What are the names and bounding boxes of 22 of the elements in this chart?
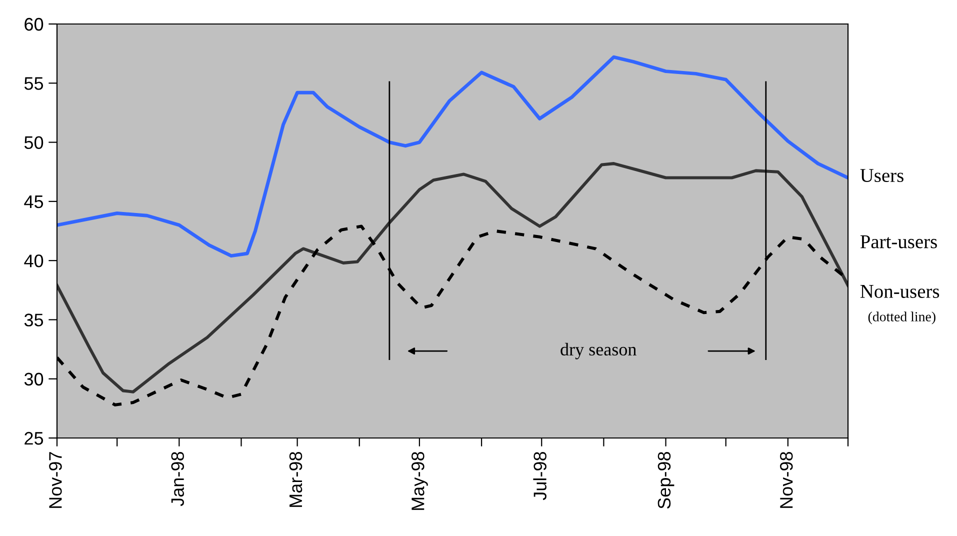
- y-tick-label: 60: [24, 18, 44, 31]
- x-tick-label: Mar-98: [289, 452, 302, 507]
- line-series: [57, 162, 848, 394]
- x-tick-label: Nov-97: [49, 452, 62, 508]
- text: (dotted line): [868, 312, 936, 324]
- line-series: [57, 55, 848, 258]
- series-label: Part-users: [860, 235, 937, 248]
- y-tick-label: 50: [24, 136, 44, 150]
- annotation: dry season: [560, 342, 636, 360]
- y-tick-label: 30: [24, 372, 44, 386]
- y-tick-label: 35: [24, 314, 44, 326]
- x-tick-label: Nov-98: [780, 452, 793, 508]
- y-tick-label: 45: [24, 196, 44, 208]
- series-label: Non-users: [860, 285, 940, 298]
- x-tick-label: May-98: [412, 452, 428, 510]
- x-tick-label: Sep-98: [658, 452, 674, 509]
- y-tick-label: 25: [24, 432, 44, 445]
- y-tick-label: 55: [24, 77, 44, 90]
- x-tick-label: Jan-98: [171, 452, 184, 506]
- y-tick-label: 40: [24, 254, 44, 268]
- x-tick-label: Jul-98: [533, 452, 546, 500]
- series-label: Users: [860, 169, 904, 182]
